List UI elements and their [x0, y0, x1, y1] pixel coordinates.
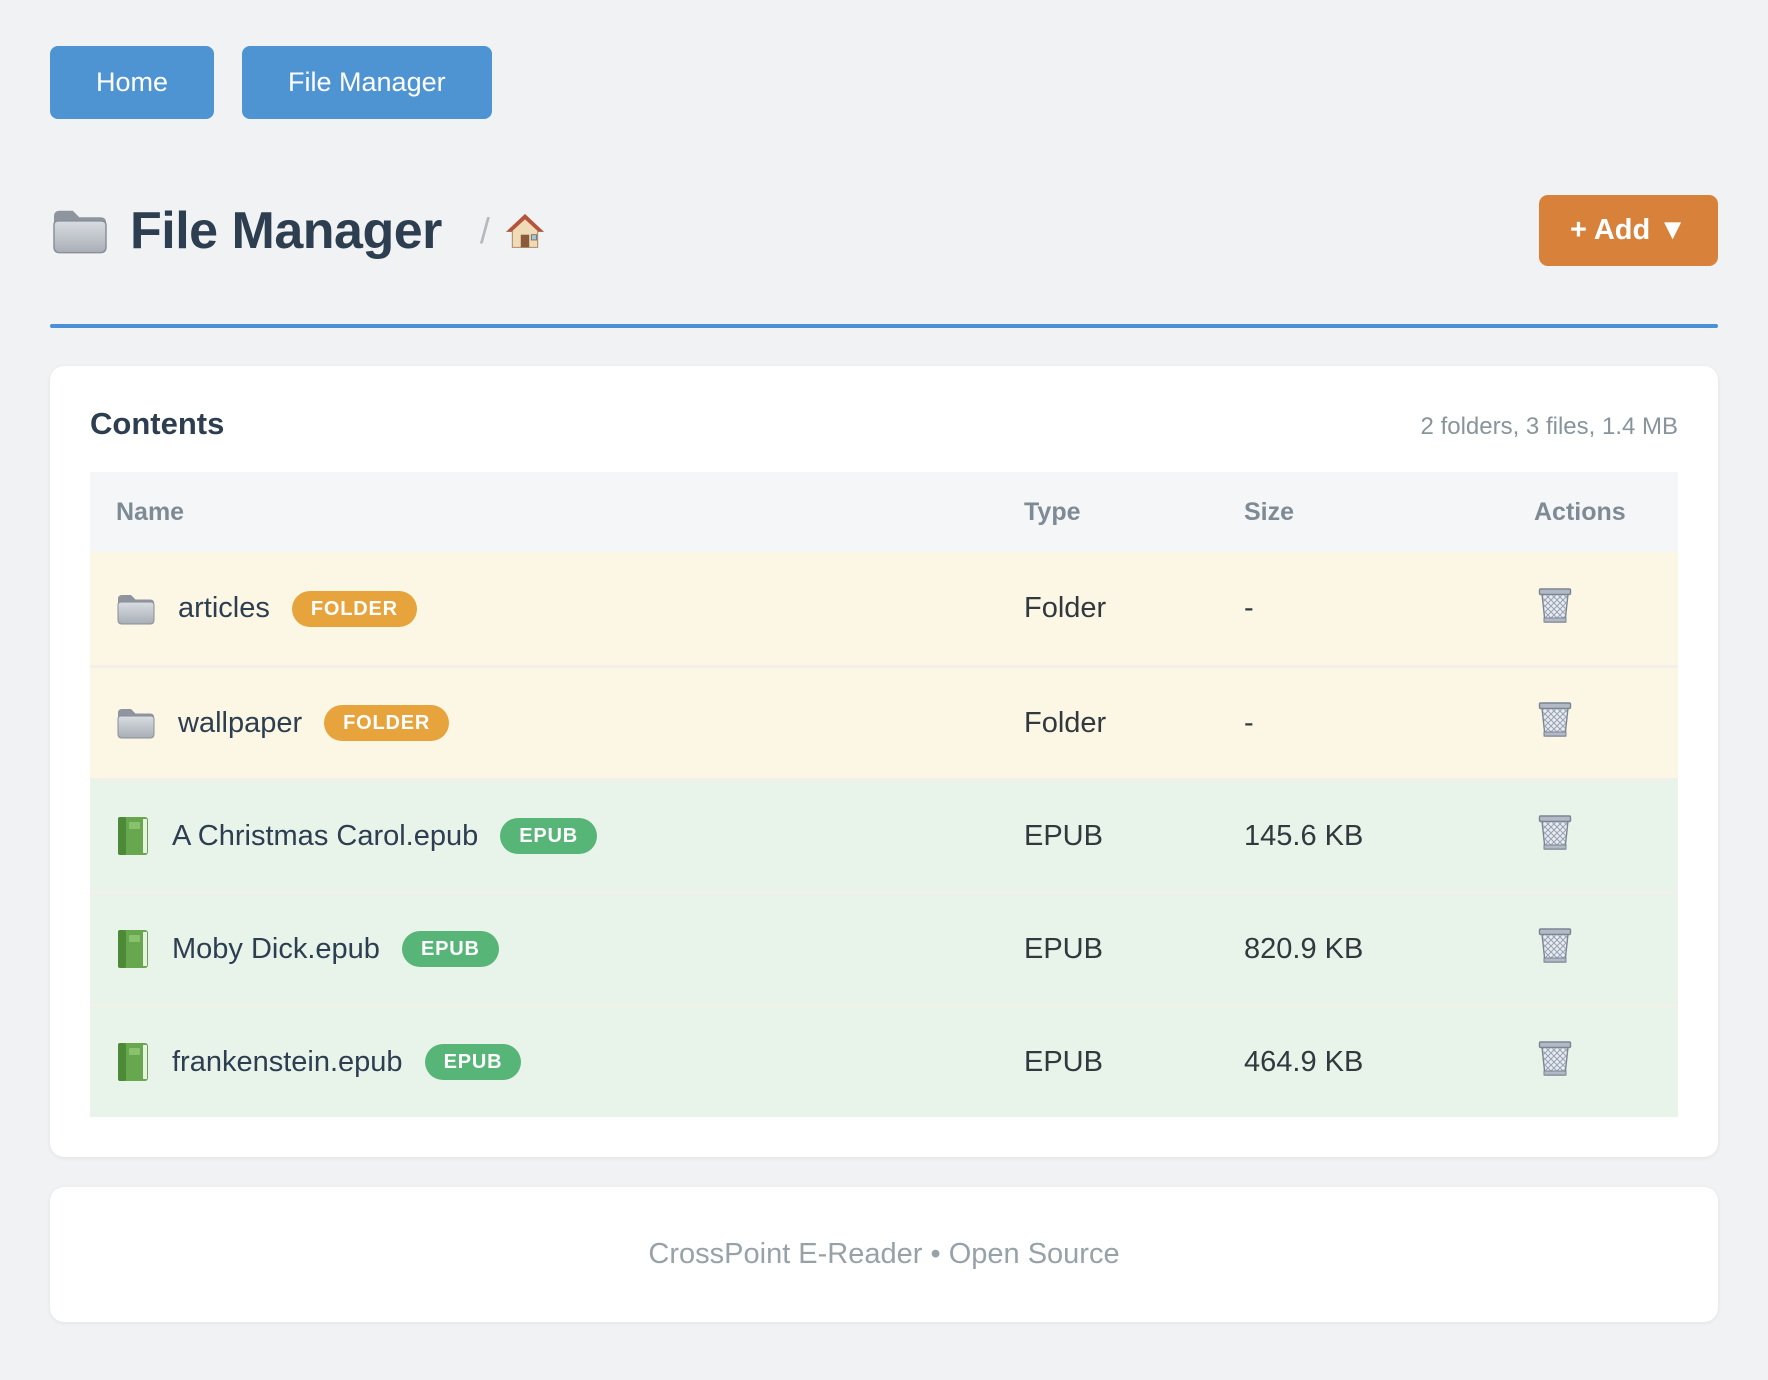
book-icon	[116, 816, 150, 856]
column-header-type: Type	[1024, 497, 1081, 526]
folder-icon	[116, 591, 156, 627]
table-row[interactable]: A Christmas Carol.epub EPUB EPUB 145.6 K…	[90, 778, 1678, 891]
folder-badge: FOLDER	[291, 590, 417, 627]
table-row[interactable]: wallpaper FOLDER Folder -	[90, 665, 1678, 778]
home-button[interactable]: Home	[50, 46, 215, 119]
contents-card-header: Contents 2 folders, 3 files, 1.4 MB	[90, 406, 1678, 442]
add-button[interactable]: + Add ▼	[1538, 195, 1718, 266]
table-row[interactable]: frankenstein.epub EPUB EPUB 464.9 KB	[90, 1004, 1678, 1117]
trash-icon[interactable]	[1534, 583, 1576, 629]
epub-badge: EPUB	[424, 1044, 522, 1080]
trash-icon[interactable]	[1534, 1036, 1576, 1082]
column-header-name: Name	[116, 497, 185, 526]
top-nav: Home File Manager	[50, 0, 1718, 119]
breadcrumb-separator: /	[479, 209, 490, 251]
contents-summary: 2 folders, 3 files, 1.4 MB	[1420, 413, 1678, 440]
file-size: -	[1244, 706, 1254, 739]
file-type: Folder	[1024, 706, 1107, 739]
page: Home File Manager File Manager / + Add ▼…	[50, 0, 1718, 1322]
file-name: Moby Dick.epub	[172, 932, 380, 965]
file-manager-button[interactable]: File Manager	[242, 46, 492, 119]
table-row[interactable]: articles FOLDER Folder -	[90, 552, 1678, 665]
file-table: Name Type Size Actions articles FOLDER F…	[90, 472, 1678, 1117]
divider-rule	[50, 324, 1718, 328]
table-header-row: Name Type Size Actions	[90, 472, 1678, 552]
trash-icon[interactable]	[1534, 923, 1576, 969]
column-header-size: Size	[1244, 497, 1295, 526]
file-size: 145.6 KB	[1244, 819, 1364, 852]
file-size: 820.9 KB	[1244, 932, 1364, 965]
file-size: -	[1244, 592, 1254, 624]
footer: CrossPoint E-Reader • Open Source	[50, 1187, 1718, 1322]
column-header-actions: Actions	[1534, 497, 1626, 526]
page-title-text: File Manager	[130, 201, 442, 260]
file-type: EPUB	[1024, 1045, 1103, 1078]
home-icon[interactable]	[505, 213, 544, 249]
page-header: File Manager / + Add ▼	[50, 195, 1718, 266]
epub-badge: EPUB	[401, 931, 499, 967]
table-row[interactable]: Moby Dick.epub EPUB EPUB 820.9 KB	[90, 891, 1678, 1004]
file-type: EPUB	[1024, 932, 1103, 965]
book-icon	[116, 1042, 150, 1082]
file-type: Folder	[1024, 592, 1107, 624]
folder-icon	[116, 705, 156, 741]
file-name: wallpaper	[178, 706, 303, 739]
trash-icon[interactable]	[1534, 810, 1576, 856]
epub-badge: EPUB	[500, 818, 598, 854]
contents-heading: Contents	[90, 406, 225, 441]
file-size: 464.9 KB	[1244, 1045, 1364, 1078]
trash-icon[interactable]	[1534, 697, 1576, 743]
file-name: frankenstein.epub	[172, 1045, 403, 1078]
file-type: EPUB	[1024, 819, 1103, 852]
book-icon	[116, 929, 150, 969]
folder-icon	[50, 205, 110, 257]
file-name: articles	[178, 592, 270, 624]
footer-text: CrossPoint E-Reader • Open Source	[648, 1238, 1120, 1270]
contents-card: Contents 2 folders, 3 files, 1.4 MB Name…	[50, 366, 1718, 1157]
breadcrumb: /	[480, 210, 544, 252]
folder-badge: FOLDER	[324, 705, 450, 741]
file-name: A Christmas Carol.epub	[172, 819, 479, 852]
page-title: File Manager /	[50, 201, 544, 261]
